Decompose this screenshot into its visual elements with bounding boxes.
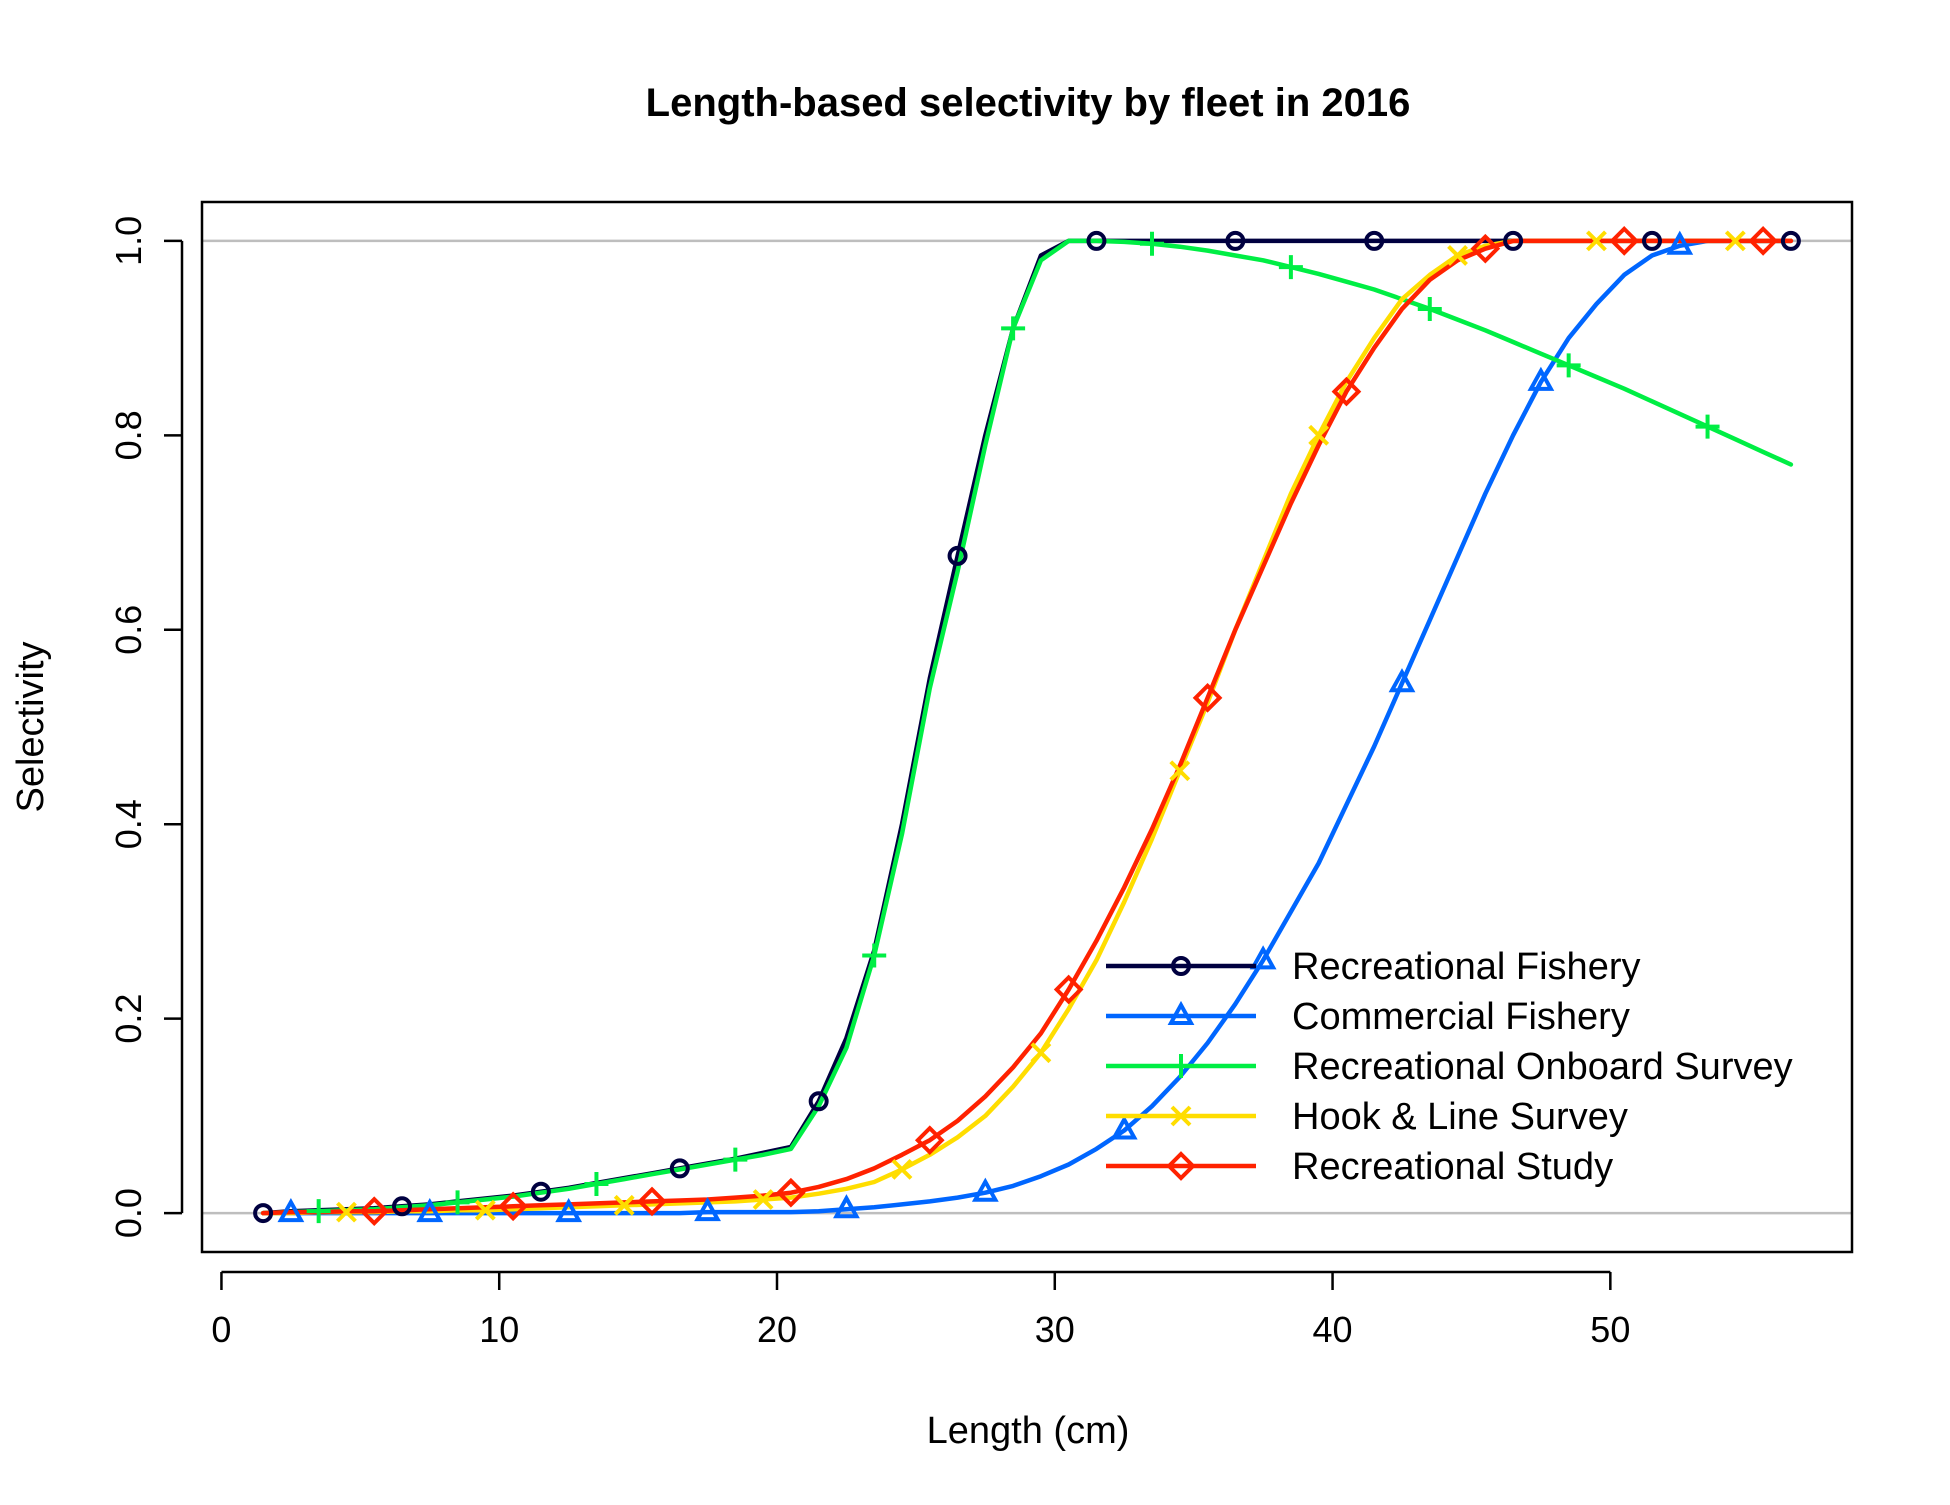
data-point-recreational-onboard-survey bbox=[862, 943, 887, 968]
x-tick-label: 50 bbox=[1590, 1309, 1630, 1350]
legend-marker-hook-line-survey bbox=[1170, 1105, 1192, 1127]
data-point-recreational-study bbox=[1331, 376, 1362, 407]
chart-title: Length-based selectivity by fleet in 201… bbox=[646, 81, 1411, 125]
data-point-recreational-fishery bbox=[947, 545, 968, 566]
data-point-recreational-study bbox=[914, 1125, 945, 1156]
legend-label-recreational-onboard-survey: Recreational Onboard Survey bbox=[1292, 1046, 1793, 1088]
legend-marker-recreational-study bbox=[1166, 1151, 1196, 1181]
legend-label-commercial-fishery: Commercial Fishery bbox=[1292, 996, 1630, 1038]
data-point-commercial-fishery bbox=[1110, 1115, 1138, 1140]
x-tick-label: 0 bbox=[211, 1309, 231, 1350]
data-point-recreational-study bbox=[637, 1186, 667, 1217]
data-point-recreational-study bbox=[359, 1196, 390, 1226]
data-point-recreational-onboard-survey bbox=[1140, 231, 1164, 256]
data-point-recreational-study bbox=[1192, 683, 1223, 713]
legend-label-recreational-fishery: Recreational Fishery bbox=[1292, 946, 1640, 988]
legend-label-recreational-study: Recreational Study bbox=[1292, 1146, 1613, 1188]
data-point-recreational-fishery bbox=[392, 1196, 412, 1217]
data-point-recreational-onboard-survey bbox=[584, 1171, 609, 1196]
data-point-recreational-fishery bbox=[1780, 230, 1801, 251]
legend-label-hook-line-survey: Hook & Line Survey bbox=[1292, 1096, 1628, 1138]
data-point-recreational-fishery bbox=[253, 1203, 274, 1224]
data-point-recreational-fishery bbox=[530, 1181, 551, 1202]
data-point-recreational-fishery bbox=[1642, 230, 1662, 251]
data-point-recreational-fishery bbox=[1086, 230, 1107, 251]
data-point-recreational-study bbox=[1470, 233, 1501, 264]
y-tick-label: 1.0 bbox=[108, 216, 149, 266]
data-point-commercial-fishery bbox=[1527, 366, 1555, 391]
data-point-commercial-fishery bbox=[971, 1177, 999, 1202]
data-point-recreational-fishery bbox=[669, 1158, 690, 1179]
x-axis-label: Length (cm) bbox=[927, 1410, 1130, 1452]
data-point-recreational-onboard-survey bbox=[445, 1190, 470, 1215]
data-point-hook-line-survey bbox=[1586, 230, 1607, 252]
data-point-hook-line-survey bbox=[336, 1201, 357, 1223]
data-point-recreational-onboard-survey bbox=[1695, 414, 1720, 439]
data-point-recreational-study bbox=[1748, 226, 1778, 256]
data-point-hook-line-survey bbox=[752, 1189, 774, 1210]
data-point-hook-line-survey bbox=[613, 1194, 635, 1216]
x-tick-label: 40 bbox=[1313, 1309, 1353, 1350]
y-tick-label: 0.6 bbox=[108, 605, 149, 655]
data-point-commercial-fishery bbox=[1388, 668, 1416, 693]
y-axis-label: Selectivity bbox=[10, 641, 52, 812]
data-point-commercial-fishery bbox=[1666, 230, 1694, 255]
series-line-recreational-study bbox=[260, 238, 1794, 1216]
x-tick-label: 20 bbox=[757, 1309, 797, 1350]
data-point-hook-line-survey bbox=[1169, 760, 1191, 782]
data-point-commercial-fishery bbox=[694, 1197, 721, 1222]
data-point-recreational-study bbox=[1609, 226, 1640, 256]
data-point-recreational-study bbox=[1053, 974, 1084, 1005]
data-point-recreational-fishery bbox=[1225, 230, 1246, 251]
y-tick-label: 0.2 bbox=[108, 994, 149, 1044]
data-point-hook-line-survey bbox=[1308, 424, 1330, 446]
data-point-recreational-fishery bbox=[1503, 230, 1524, 251]
x-axis: 0 10 20 30 40 50 bbox=[211, 1270, 1630, 1350]
data-point-hook-line-survey bbox=[474, 1199, 496, 1221]
series-markers bbox=[253, 226, 1801, 1226]
data-point-hook-line-survey bbox=[1724, 230, 1746, 252]
legend-marker-recreational-fishery bbox=[1171, 956, 1191, 976]
data-point-recreational-study bbox=[776, 1177, 806, 1208]
y-tick-label: 0.0 bbox=[108, 1188, 149, 1238]
legend: Recreational Fishery Commercial Fishery Re… bbox=[1106, 946, 1793, 1188]
data-point-hook-line-survey bbox=[1030, 1042, 1052, 1064]
plot-frame bbox=[200, 200, 1854, 1254]
data-point-commercial-fishery bbox=[277, 1197, 305, 1223]
legend-marker-commercial-fishery bbox=[1167, 1000, 1195, 1025]
data-point-recreational-onboard-survey bbox=[1556, 353, 1581, 378]
x-tick-label: 10 bbox=[479, 1309, 519, 1350]
data-point-hook-line-survey bbox=[891, 1158, 913, 1180]
data-point-recreational-onboard-survey bbox=[1278, 255, 1303, 280]
data-point-commercial-fishery bbox=[1249, 945, 1277, 970]
data-point-recreational-onboard-survey bbox=[1001, 316, 1026, 341]
legend-marker-recreational-onboard-survey bbox=[1169, 1054, 1193, 1078]
data-point-recreational-study bbox=[498, 1191, 528, 1222]
y-tick-label: 0.8 bbox=[108, 410, 149, 460]
data-point-recreational-fishery bbox=[1364, 230, 1385, 251]
y-axis: 0.0 0.2 0.4 0.6 0.8 1.0 bbox=[108, 216, 184, 1238]
y-tick-label: 0.4 bbox=[108, 799, 149, 849]
data-point-hook-line-survey bbox=[1447, 245, 1468, 266]
data-point-commercial-fishery bbox=[416, 1197, 444, 1223]
data-point-recreational-onboard-survey bbox=[723, 1147, 748, 1172]
data-point-recreational-onboard-survey bbox=[1417, 296, 1442, 321]
data-point-recreational-fishery bbox=[808, 1091, 829, 1112]
data-point-commercial-fishery bbox=[833, 1194, 860, 1219]
data-point-recreational-onboard-survey bbox=[306, 1199, 331, 1224]
data-point-commercial-fishery bbox=[555, 1197, 583, 1223]
series-line-recreational-onboard-survey bbox=[260, 238, 1794, 1216]
x-tick-label: 30 bbox=[1035, 1309, 1075, 1350]
